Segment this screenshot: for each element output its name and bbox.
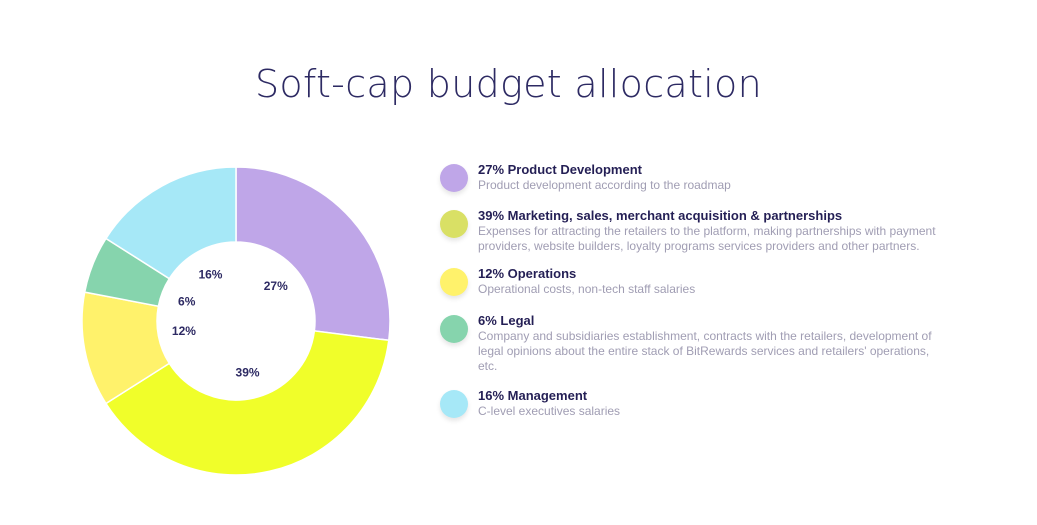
legend-dot-icon	[440, 268, 468, 296]
legend-item-marketing: 39% Marketing, sales, merchant acquisiti…	[440, 208, 940, 254]
slice-marketing-sales-merchant-acquisition-partnerships	[104, 330, 390, 476]
legend-item-title: 27% Product Development	[478, 162, 642, 177]
legend-dot-icon	[440, 164, 468, 192]
slice-value-label: 16%	[198, 268, 222, 282]
legend-item-description: Product development according to the roa…	[478, 178, 731, 192]
slice-value-label: 27%	[264, 279, 288, 293]
slice-value-label: 12%	[172, 324, 196, 338]
page-title: Soft-cap budget allocation	[255, 62, 762, 106]
slice-value-label: 6%	[178, 294, 196, 308]
legend-item-title: 12% Operations	[478, 266, 577, 281]
legend-item-legal: 6% Legal Company and subsidiaries establ…	[440, 313, 940, 374]
legend-item-title: 39% Marketing, sales, merchant acquisiti…	[478, 208, 843, 223]
legend-dot-icon	[440, 315, 468, 343]
legend-item-description: Expenses for attracting the retailers to…	[478, 224, 936, 253]
slice-value-label: 39%	[236, 366, 260, 380]
slice-management	[104, 166, 237, 280]
legend-dot-icon	[440, 210, 468, 238]
legend-item-operations: 12% Operations Operational costs, non-te…	[440, 266, 940, 297]
legend-item-title: 16% Management	[478, 388, 588, 403]
legend-dot-icon	[440, 390, 468, 418]
slice-product-development	[235, 166, 391, 342]
donut-chart: 27% 39% 12% 6%16%	[81, 166, 391, 476]
legend-item-product-development: 27% Product Development Product developm…	[440, 162, 940, 193]
legend-item-description: Company and subsidiaries establishment, …	[478, 329, 932, 373]
legend-item-description: C-level executives salaries	[478, 404, 621, 418]
legend-item-title: 6% Legal	[478, 313, 535, 328]
legend: 27% Product Development Product developm…	[440, 162, 940, 435]
legend-item-management: 16% Management C-level executives salari…	[440, 388, 940, 419]
legend-item-description: Operational costs, non-tech staff salari…	[478, 282, 696, 296]
